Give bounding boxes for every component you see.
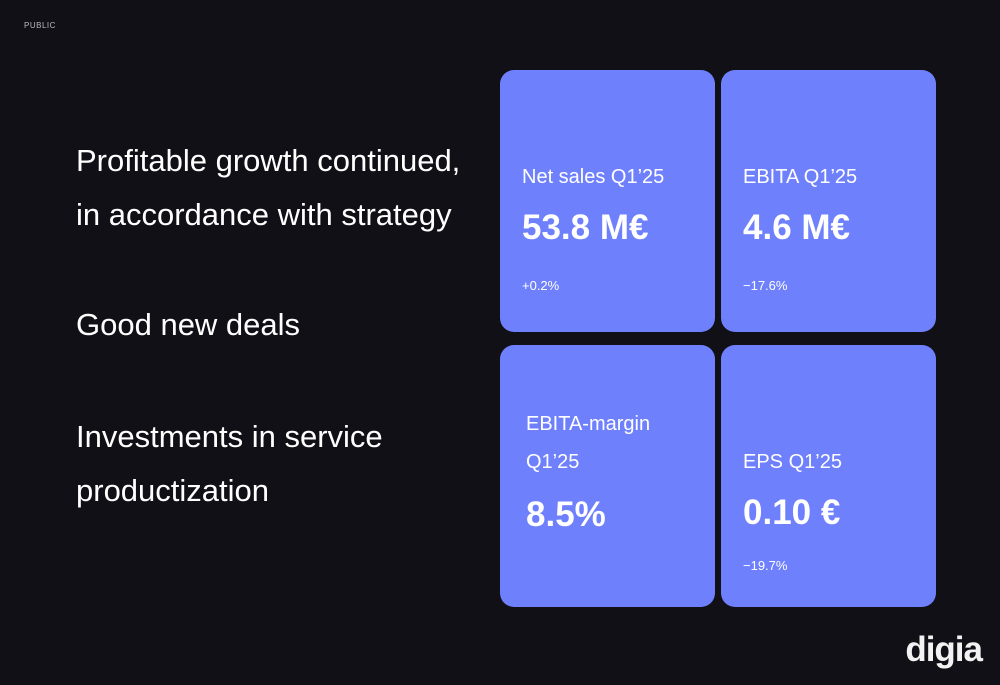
card-change: −17.6% <box>743 278 788 293</box>
net-sales-card: Net sales Q1’25 53.8 M€ +0.2% <box>500 70 715 332</box>
card-value: 53.8 M€ <box>522 208 649 247</box>
card-change: +0.2% <box>522 278 560 293</box>
card-label: EBITA Q1’25 <box>743 166 858 188</box>
ebita-margin-card: EBITA-margin Q1’25 8.5% <box>500 345 715 607</box>
classification-label: PUBLIC <box>24 21 56 30</box>
ebita-card: EBITA Q1’25 4.6 M€ −17.6% <box>721 70 936 332</box>
card-value: 0.10 € <box>743 493 841 532</box>
highlight-profitable-growth: Profitable growth continued, in accordan… <box>76 143 461 232</box>
highlight-new-deals: Good new deals <box>76 307 301 342</box>
card-label: EPS Q1’25 <box>743 451 842 473</box>
card-label: EBITA-margin Q1’25 <box>526 413 651 473</box>
card-change: −19.7% <box>743 558 788 573</box>
card-label: Net sales Q1’25 <box>522 166 665 188</box>
card-value: 4.6 M€ <box>743 208 850 247</box>
highlight-service-productization: Investments in service productization <box>76 419 383 508</box>
card-value: 8.5% <box>526 495 606 534</box>
eps-card: EPS Q1’25 0.10 € −19.7% <box>721 345 936 607</box>
digia-logo: digia <box>905 630 983 669</box>
